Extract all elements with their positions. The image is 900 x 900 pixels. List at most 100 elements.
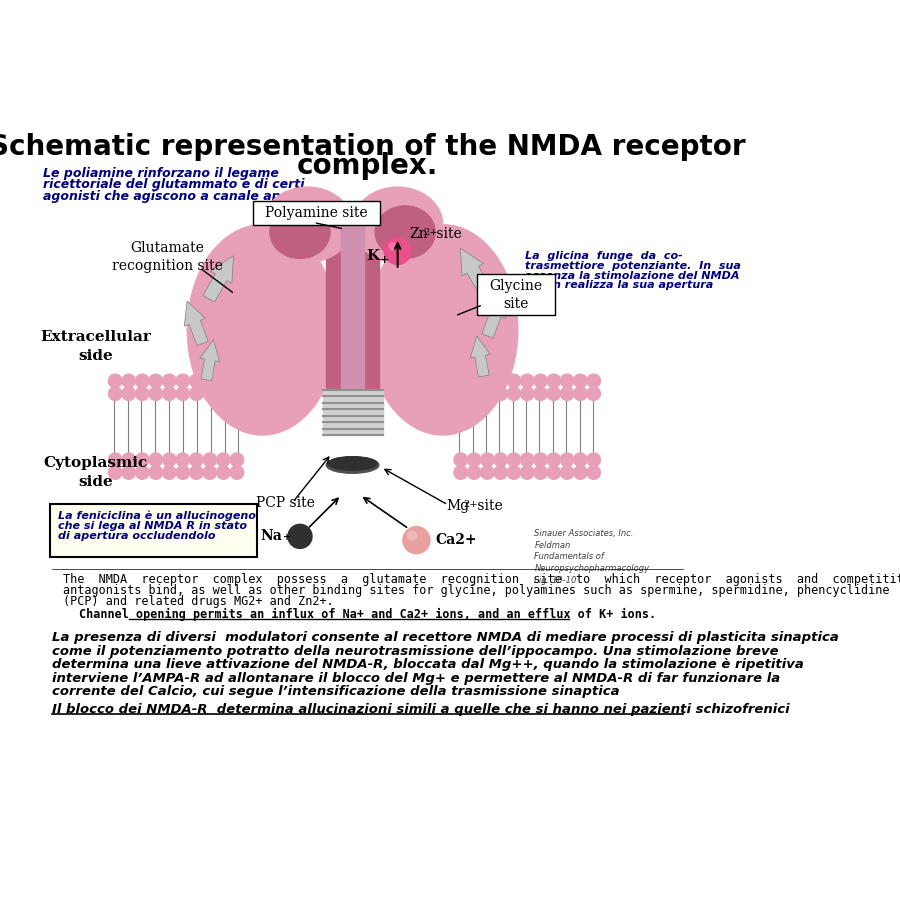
Circle shape — [547, 387, 561, 400]
Polygon shape — [200, 340, 220, 381]
Circle shape — [136, 387, 149, 400]
Circle shape — [288, 525, 312, 548]
Text: interviene l’AMPA-R ad allontanare il blocco del Mg+ e permettere al NMDA-R di f: interviene l’AMPA-R ad allontanare il bl… — [52, 672, 780, 685]
Circle shape — [534, 387, 547, 400]
Circle shape — [507, 453, 521, 466]
Ellipse shape — [353, 187, 443, 262]
Text: site: site — [432, 228, 462, 241]
Circle shape — [494, 466, 508, 480]
Bar — [341, 210, 364, 412]
Circle shape — [390, 243, 397, 250]
Circle shape — [587, 374, 600, 388]
Text: PCP site: PCP site — [256, 496, 314, 509]
Circle shape — [203, 374, 217, 388]
Circle shape — [203, 453, 217, 466]
Text: La feniciclina è un allucinogeno: La feniciclina è un allucinogeno — [58, 511, 256, 521]
Text: assenza la stimolazione del NMDA: assenza la stimolazione del NMDA — [526, 271, 740, 281]
Circle shape — [481, 387, 494, 400]
Text: antagonists bind, as well as other binding sites for glycine, polyamines such as: antagonists bind, as well as other bindi… — [63, 584, 890, 597]
Circle shape — [534, 453, 547, 466]
Circle shape — [203, 466, 217, 480]
Circle shape — [203, 387, 217, 400]
Circle shape — [494, 387, 508, 400]
Circle shape — [481, 453, 494, 466]
Text: site: site — [472, 500, 502, 513]
Polygon shape — [184, 302, 208, 346]
Text: Ca2+: Ca2+ — [436, 533, 477, 547]
Circle shape — [217, 374, 230, 388]
Text: ricettoriale del glutammato e di certi: ricettoriale del glutammato e di certi — [43, 178, 304, 192]
Circle shape — [507, 374, 521, 388]
Circle shape — [573, 466, 587, 480]
Text: corrente del Calcio, cui segue l’intensificazione della trasmissione sinaptica: corrente del Calcio, cui segue l’intensi… — [52, 686, 620, 698]
Circle shape — [494, 453, 508, 466]
Polygon shape — [471, 336, 491, 377]
Circle shape — [108, 387, 122, 400]
FancyBboxPatch shape — [50, 504, 257, 557]
Circle shape — [454, 387, 467, 400]
Polygon shape — [482, 293, 506, 338]
Text: Na: Na — [260, 528, 282, 543]
Circle shape — [587, 466, 600, 480]
Text: La presenza di diversi  modulatori consente al recettore NMDA di mediare process: La presenza di diversi modulatori consen… — [52, 631, 839, 644]
Circle shape — [507, 466, 521, 480]
Circle shape — [122, 466, 136, 480]
Circle shape — [587, 387, 600, 400]
Circle shape — [403, 526, 430, 554]
Circle shape — [122, 374, 136, 388]
Ellipse shape — [328, 457, 377, 471]
Circle shape — [534, 466, 547, 480]
Circle shape — [520, 453, 534, 466]
Text: Le poliamine rinforzano il legame: Le poliamine rinforzano il legame — [43, 167, 279, 180]
Circle shape — [467, 387, 481, 400]
Text: R non realizza la sua apertura: R non realizza la sua apertura — [526, 281, 714, 291]
Circle shape — [163, 387, 176, 400]
Circle shape — [136, 466, 149, 480]
Text: 2+: 2+ — [423, 228, 437, 237]
Text: agonisti che agiscono a canale aperto: agonisti che agiscono a canale aperto — [43, 190, 310, 203]
Circle shape — [136, 453, 149, 466]
Circle shape — [230, 374, 244, 388]
Circle shape — [481, 374, 494, 388]
Text: Glutamate
recognition site: Glutamate recognition site — [112, 241, 222, 274]
Circle shape — [384, 238, 411, 265]
Polygon shape — [460, 248, 491, 294]
Ellipse shape — [327, 457, 379, 473]
Circle shape — [163, 453, 176, 466]
Circle shape — [481, 466, 494, 480]
Text: K: K — [366, 249, 380, 263]
FancyBboxPatch shape — [254, 201, 381, 225]
Circle shape — [573, 453, 587, 466]
Circle shape — [561, 387, 574, 400]
Circle shape — [176, 453, 190, 466]
Circle shape — [122, 453, 136, 466]
Circle shape — [454, 453, 467, 466]
Circle shape — [520, 387, 534, 400]
Text: Schematic representation of the NMDA receptor: Schematic representation of the NMDA rec… — [0, 133, 746, 161]
Circle shape — [108, 453, 122, 466]
Circle shape — [467, 374, 481, 388]
Text: Il blocco dei NMDA-R  determina allucinazioni simili a quelle che si hanno nei p: Il blocco dei NMDA-R determina allucinaz… — [52, 703, 789, 716]
Circle shape — [547, 466, 561, 480]
Circle shape — [454, 374, 467, 388]
Ellipse shape — [187, 225, 338, 435]
Text: La  glicina  funge  da  co-: La glicina funge da co- — [526, 251, 683, 261]
Circle shape — [547, 453, 561, 466]
Circle shape — [230, 387, 244, 400]
Circle shape — [217, 453, 230, 466]
Circle shape — [467, 466, 481, 480]
Circle shape — [163, 466, 176, 480]
Circle shape — [217, 466, 230, 480]
Circle shape — [561, 374, 574, 388]
Circle shape — [190, 453, 203, 466]
Text: +: + — [283, 534, 291, 543]
Circle shape — [190, 387, 203, 400]
Text: di apertura occludendolo: di apertura occludendolo — [58, 531, 216, 541]
Circle shape — [149, 453, 163, 466]
Circle shape — [547, 374, 561, 388]
Circle shape — [573, 374, 587, 388]
Circle shape — [190, 374, 203, 388]
FancyBboxPatch shape — [477, 274, 555, 315]
Text: trasmettiore  potenziante.  In  sua: trasmettiore potenziante. In sua — [526, 261, 742, 271]
Circle shape — [573, 387, 587, 400]
